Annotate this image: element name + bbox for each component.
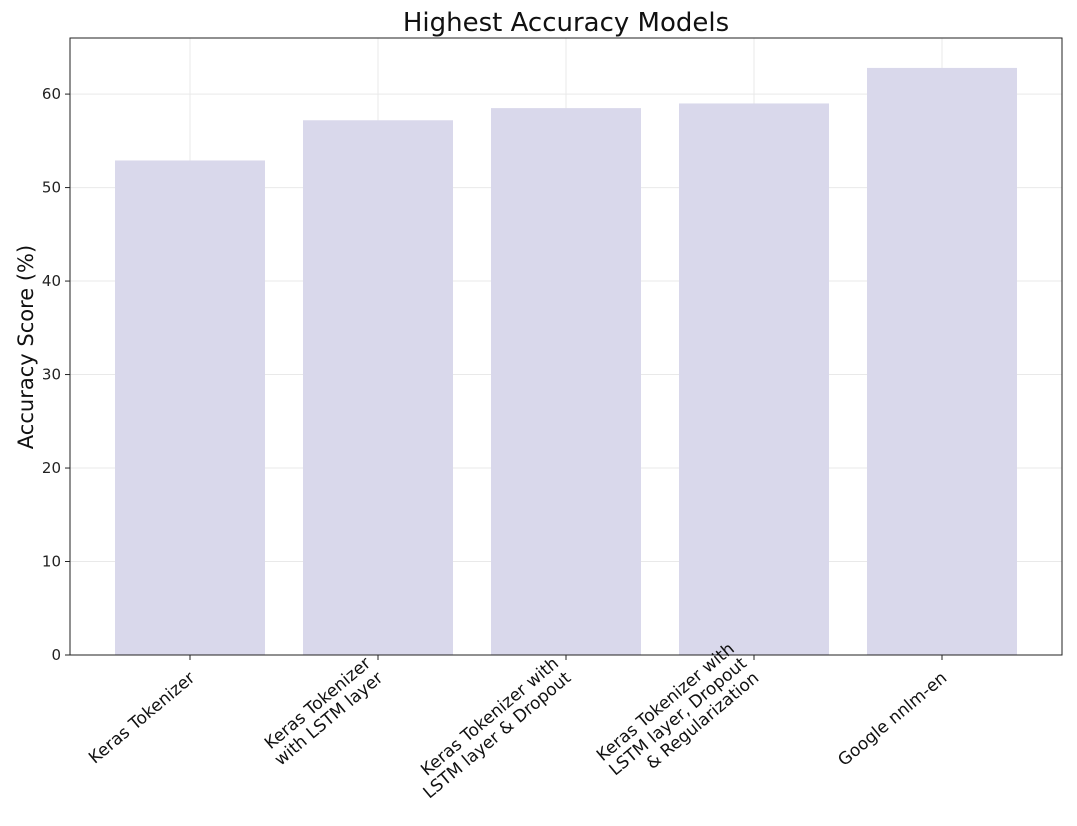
chart-title: Highest Accuracy Models: [403, 8, 729, 38]
bars: [115, 67, 1017, 656]
y-tick-label: 0: [51, 646, 61, 664]
y-tick-label: 10: [42, 553, 61, 571]
bar-3: [679, 103, 829, 655]
x-tick-label-line: Google nnlm-en: [834, 668, 951, 770]
bar-1: [303, 120, 453, 656]
bar-4: [867, 67, 1017, 655]
x-tick-label-0: Keras Tokenizer: [85, 668, 199, 768]
y-tick-label: 60: [42, 85, 61, 103]
y-tick-label: 20: [42, 459, 61, 477]
y-tick-label: 40: [42, 272, 61, 290]
y-axis-label: Accuracy Score (%): [14, 245, 38, 449]
y-tick-label: 30: [42, 366, 61, 384]
y-axis-ticks: 0 10 20 30 40 50 60: [42, 85, 70, 664]
x-tick-label-line: LSTM layer, Dropout: [606, 653, 752, 780]
bar-0: [115, 160, 265, 655]
x-tick-label-line: LSTM layer & Dropout: [420, 668, 576, 803]
bar-2: [491, 108, 641, 655]
x-tick-label-line: Keras Tokenizer: [85, 668, 199, 768]
y-tick-label: 50: [42, 179, 61, 197]
x-tick-label-4: Google nnlm-en: [834, 668, 951, 770]
x-tick-label-line: Keras Tokenizer with: [417, 654, 563, 781]
